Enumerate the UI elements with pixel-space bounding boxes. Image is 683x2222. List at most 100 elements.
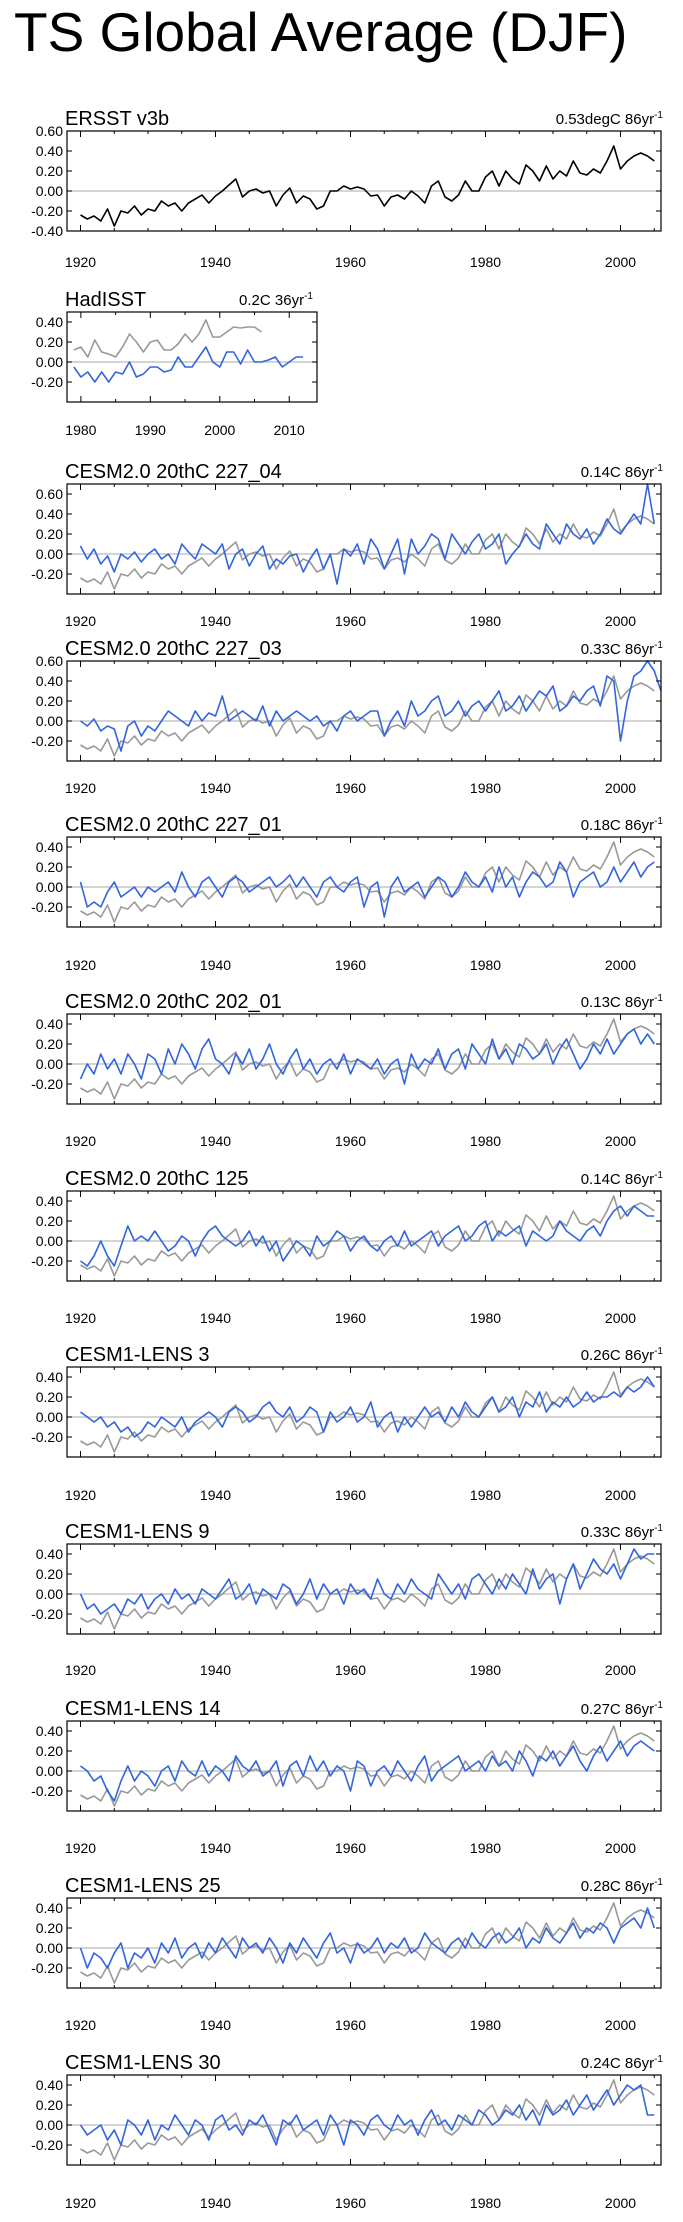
chart-panel-cesm2-202-01: -0.20 0.00 0.20 0.40 1920 1940 1960 1980 2000 CES…: [31, 991, 663, 1149]
x-tick-label: 2010: [274, 422, 305, 438]
y-tick-label: 0.60: [36, 653, 63, 669]
y-tick-label: 0.20: [36, 334, 63, 350]
y-tick-label: 0.00: [36, 1586, 63, 1602]
series-line-model: [79, 483, 656, 585]
x-tick-label: 1940: [200, 254, 231, 270]
series-line-reference: [80, 1548, 655, 1630]
x-tick-label: 1940: [200, 1662, 231, 1678]
x-tick-label: 1990: [135, 422, 166, 438]
x-tick-label: 1940: [200, 957, 231, 973]
series-line-reference: [80, 2079, 655, 2161]
x-tick-label: 1920: [65, 1310, 96, 1326]
y-tick-label: -0.40: [31, 223, 63, 239]
x-tick-label: 1980: [470, 1133, 501, 1149]
series-line-model: [80, 1376, 655, 1438]
y-tick-label: -0.20: [31, 1606, 63, 1622]
plot-frame: [66, 311, 318, 403]
y-tick-label: 0.40: [36, 506, 63, 522]
y-tick-label: -0.20: [31, 374, 63, 390]
y-tick-label: -0.20: [31, 2137, 63, 2153]
x-tick-label: 1980: [470, 957, 501, 973]
y-tick-label: 0.40: [36, 673, 63, 689]
chart-panel-ersst: -0.40 -0.20 0.00 0.20 0.40 0.60 1920 1940 1960 19…: [31, 108, 663, 270]
x-tick-label: 2000: [605, 613, 636, 629]
x-tick-label: 2000: [605, 957, 636, 973]
x-tick-label: 1960: [335, 2017, 366, 2033]
x-tick-label: 1920: [65, 957, 96, 973]
series-line-model: [80, 1205, 655, 1267]
x-tick-label: 1940: [200, 780, 231, 796]
x-tick-label: 1940: [200, 1133, 231, 1149]
y-tick-label: 0.20: [36, 859, 63, 875]
y-tick-label: 0.00: [36, 1940, 63, 1956]
series-line-reference: [73, 319, 262, 358]
y-tick-label: 0.20: [36, 1036, 63, 1052]
panel-title: HadISST: [65, 289, 146, 311]
panel-title: CESM2.0 20thC 125: [65, 1168, 248, 1190]
x-tick-label: 1960: [335, 1487, 366, 1503]
y-tick-label: 0.20: [36, 1920, 63, 1936]
series-line-model: [73, 346, 304, 383]
y-tick-label: 0.20: [36, 2097, 63, 2113]
trend-label: 0.27C 86yr-1: [581, 1700, 664, 1718]
x-tick-label: 1920: [65, 1487, 96, 1503]
trend-label: 0.2C 36yr-1: [239, 291, 313, 309]
x-tick-label: 1980: [470, 1487, 501, 1503]
y-tick-label: 0.20: [36, 693, 63, 709]
y-tick-label: -0.20: [31, 203, 63, 219]
series-line-model: [79, 2084, 655, 2146]
chart-panel-cesm2-125: -0.20 0.00 0.20 0.40 1920 1940 1960 1980 2000 CES…: [31, 1168, 663, 1326]
x-tick-label: 1980: [470, 1310, 501, 1326]
series-line-model: [79, 1548, 655, 1615]
series-line-reference: [80, 841, 655, 923]
x-tick-label: 1960: [335, 2195, 366, 2211]
x-tick-label: 1980: [470, 2195, 501, 2211]
x-tick-label: 2000: [605, 2195, 636, 2211]
y-tick-label: -0.20: [31, 566, 63, 582]
x-tick-label: 1960: [335, 1310, 366, 1326]
chart-panel-cesm1-lens-14: -0.20 0.00 0.20 0.40 1920 1940 1960 1980 2000 CES…: [31, 1698, 663, 1856]
plot-frame: [66, 2074, 662, 2166]
x-tick-label: 2000: [605, 780, 636, 796]
x-tick-label: 1980: [470, 613, 501, 629]
y-tick-label: 0.60: [36, 123, 63, 139]
trend-label: 0.33C 86yr-1: [581, 640, 664, 658]
y-tick-label: -0.20: [31, 733, 63, 749]
series-line-reference: [80, 1902, 655, 1984]
series-line-reference: [80, 1725, 655, 1807]
x-tick-label: 1980: [470, 2017, 501, 2033]
y-tick-label: 0.20: [36, 163, 63, 179]
chart-panel-cesm1-lens-30: -0.20 0.00 0.20 0.40 1920 1940 1960 1980 2000 CES…: [31, 2052, 663, 2211]
y-tick-label: 0.40: [36, 1723, 63, 1739]
plot-frame: [66, 1190, 662, 1282]
y-tick-label: 0.00: [36, 546, 63, 562]
chart-panel-cesm1-lens-9: -0.20 0.00 0.20 0.40 1920 1940 1960 1980 2000 CES…: [31, 1521, 663, 1678]
x-tick-label: 2000: [605, 1310, 636, 1326]
trend-label: 0.33C 86yr-1: [581, 1523, 664, 1541]
y-tick-label: 0.40: [36, 2077, 63, 2093]
x-tick-label: 1960: [335, 780, 366, 796]
panel-title: CESM2.0 20thC 227_03: [65, 638, 282, 660]
trend-label: 0.28C 86yr-1: [581, 1877, 664, 1895]
plot-frame: [66, 1543, 662, 1635]
trend-label: 0.13C 86yr-1: [581, 993, 664, 1011]
y-tick-label: 0.00: [36, 1409, 63, 1425]
trend-label: 0.24C 86yr-1: [581, 2054, 664, 2072]
y-tick-label: 0.00: [36, 2117, 63, 2133]
y-tick-label: 0.20: [36, 1566, 63, 1582]
x-tick-label: 1920: [65, 1662, 96, 1678]
panel-title: ERSST v3b: [65, 108, 169, 130]
y-tick-label: 0.00: [36, 1056, 63, 1072]
x-tick-label: 1940: [200, 1840, 231, 1856]
x-tick-label: 1980: [470, 1662, 501, 1678]
chart-panel-cesm2-227-01: -0.20 0.00 0.20 0.40 1920 1940 1960 1980 2000 CES…: [31, 814, 663, 973]
y-tick-label: 0.00: [36, 1763, 63, 1779]
x-tick-label: 2000: [605, 1840, 636, 1856]
plot-frame: [66, 130, 662, 232]
y-tick-label: 0.00: [36, 713, 63, 729]
y-tick-label: 0.40: [36, 1546, 63, 1562]
y-tick-label: -0.20: [31, 899, 63, 915]
plot-frame: [66, 483, 662, 595]
y-tick-label: 0.40: [36, 1369, 63, 1385]
x-tick-label: 1920: [65, 2017, 96, 2033]
